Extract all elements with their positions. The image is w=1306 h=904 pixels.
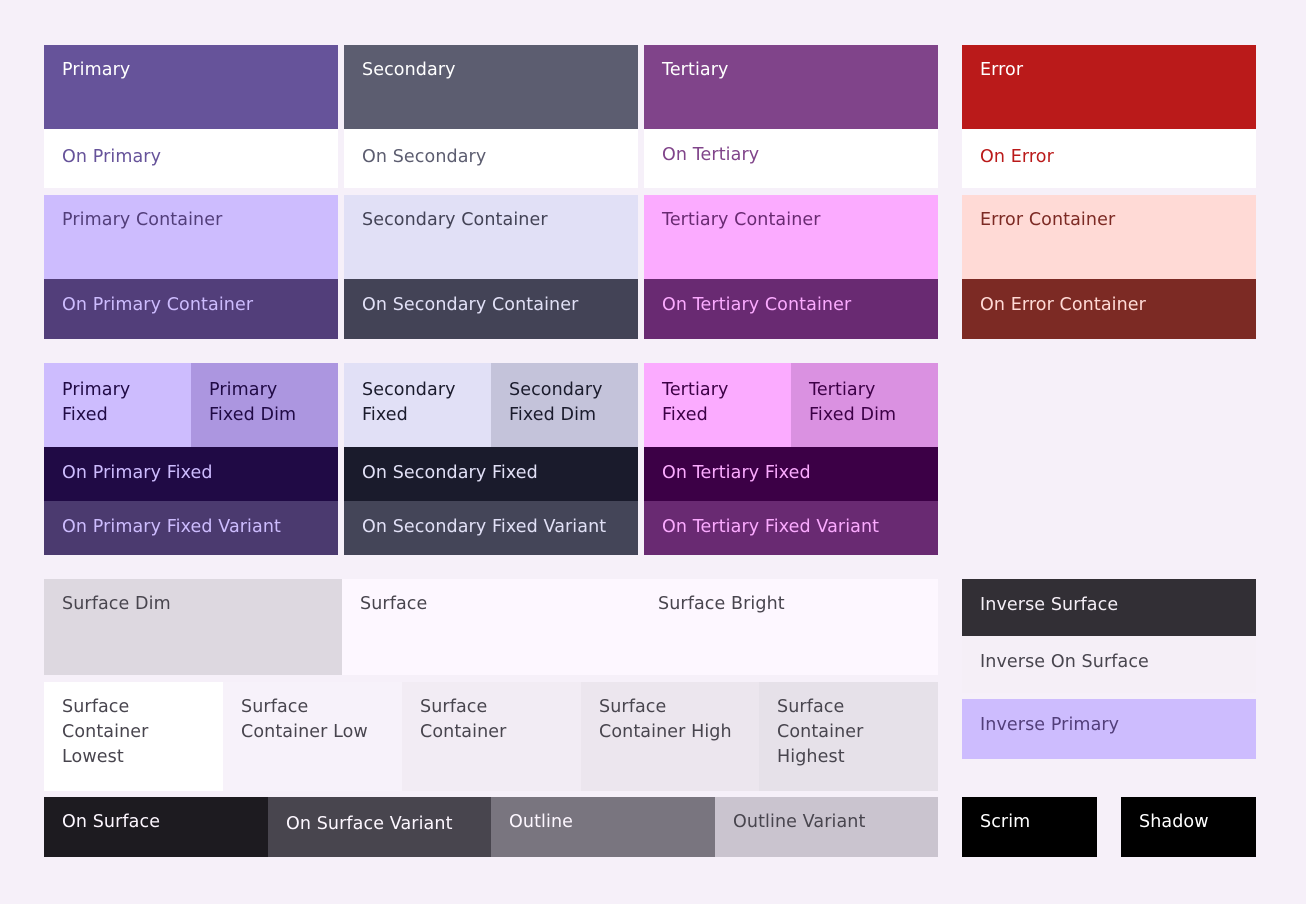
swatch-on-tertiary-fixed: On Tertiary Fixed	[644, 447, 938, 501]
swatch-tertiary: Tertiary	[644, 45, 938, 129]
swatch-error-container: Error Container	[962, 195, 1256, 279]
swatch-on-secondary-fixed-variant: On Secondary Fixed Variant	[344, 501, 638, 555]
swatch-secondary-fixed: Secondary Fixed	[344, 363, 491, 447]
swatch-outline-variant: Outline Variant	[715, 797, 938, 857]
swatch-surface: Surface	[342, 579, 640, 675]
swatch-on-primary-container: On Primary Container	[44, 279, 338, 339]
swatch-error: Error	[962, 45, 1256, 129]
swatch-shadow: Shadow	[1121, 797, 1256, 857]
swatch-secondary-fixed-dim: Secondary Fixed Dim	[491, 363, 638, 447]
swatch-on-surface: On Surface	[44, 797, 268, 857]
swatch-inverse-primary: Inverse Primary	[962, 699, 1256, 759]
swatch-secondary-container: Secondary Container	[344, 195, 638, 279]
swatch-surface-bright: Surface Bright	[640, 579, 938, 675]
swatch-outline: Outline	[491, 797, 715, 857]
swatch-on-surface-variant: On Surface Variant	[268, 797, 491, 857]
swatch-surface-container-high: Surface Container High	[581, 682, 759, 791]
swatch-tertiary-container: Tertiary Container	[644, 195, 938, 279]
swatch-surface-container: Surface Container	[402, 682, 581, 791]
swatch-surface-container-lowest: Surface Container Lowest	[44, 682, 223, 791]
swatch-on-secondary-fixed: On Secondary Fixed	[344, 447, 638, 501]
swatch-scrim: Scrim	[962, 797, 1097, 857]
swatch-primary: Primary	[44, 45, 338, 129]
swatch-on-tertiary-container: On Tertiary Container	[644, 279, 938, 339]
swatch-on-error-container: On Error Container	[962, 279, 1256, 339]
swatch-on-error: On Error	[962, 129, 1256, 188]
swatch-surface-container-low: Surface Container Low	[223, 682, 402, 791]
swatch-on-tertiary-fixed-variant: On Tertiary Fixed Variant	[644, 501, 938, 555]
swatch-secondary: Secondary	[344, 45, 638, 129]
swatch-inverse-on-surface: Inverse On Surface	[962, 636, 1256, 693]
swatch-on-primary-fixed-variant: On Primary Fixed Variant	[44, 501, 338, 555]
swatch-on-secondary: On Secondary	[344, 129, 638, 188]
swatch-inverse-surface: Inverse Surface	[962, 579, 1256, 636]
swatch-primary-fixed-dim: Primary Fixed Dim	[191, 363, 338, 447]
swatch-primary-fixed: Primary Fixed	[44, 363, 191, 447]
swatch-tertiary-fixed: Tertiary Fixed	[644, 363, 791, 447]
swatch-on-secondary-container: On Secondary Container	[344, 279, 638, 339]
swatch-primary-container: Primary Container	[44, 195, 338, 279]
swatch-surface-container-highest: Surface Container Highest	[759, 682, 938, 791]
swatch-tertiary-fixed-dim: Tertiary Fixed Dim	[791, 363, 938, 447]
swatch-on-tertiary: On Tertiary	[644, 129, 938, 188]
swatch-surface-dim: Surface Dim	[44, 579, 342, 675]
swatch-on-primary-fixed: On Primary Fixed	[44, 447, 338, 501]
swatch-on-primary: On Primary	[44, 129, 338, 188]
